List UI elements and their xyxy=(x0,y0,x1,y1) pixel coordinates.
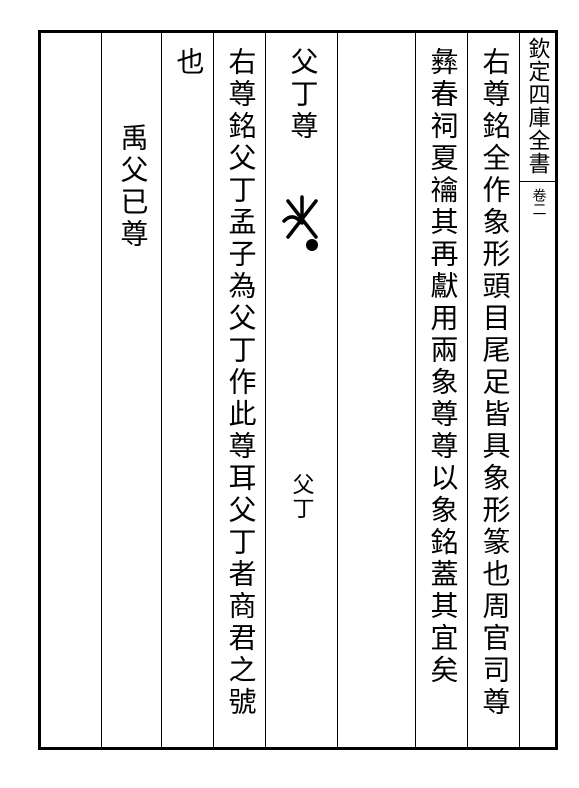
column-4-text: 右尊銘父丁孟子為父丁作此尊耳父丁者商君之號 xyxy=(226,47,254,719)
book-title: 欽定四庫全書 xyxy=(527,37,549,175)
column-3: 父丁尊 父丁 xyxy=(265,33,337,747)
volume-label: 卷二 xyxy=(531,188,545,216)
column-6-text: 禹父已尊 xyxy=(118,123,146,251)
column-1: 右尊銘全作象形頭目尾足皆具象形篆也周官司尊 xyxy=(467,33,519,747)
column-3-heading: 父丁尊 xyxy=(288,47,316,143)
column-3-label: 父丁 xyxy=(291,473,313,521)
seal-glyph xyxy=(278,193,326,262)
column-4: 右尊銘父丁孟子為父丁作此尊耳父丁者商君之號 xyxy=(213,33,265,747)
column-5-text: 也 xyxy=(174,47,202,79)
page-frame: 欽定四庫全書 卷二 右尊銘全作象形頭目尾足皆具象形篆也周官司尊 彝春祠夏禴其再獻… xyxy=(38,30,558,750)
column-2-text: 彝春祠夏禴其再獻用兩象尊尊以象銘蓋其宜矣 xyxy=(428,47,456,687)
column-3-label-wrap: 父丁 xyxy=(266,473,337,521)
column-5: 也 xyxy=(161,33,213,747)
column-1-text: 右尊銘全作象形頭目尾足皆具象形篆也周官司尊 xyxy=(480,47,508,719)
header-column: 欽定四庫全書 卷二 xyxy=(519,33,555,747)
column-2: 彝春祠夏禴其再獻用兩象尊尊以象銘蓋其宜矣 xyxy=(415,33,467,747)
column-blank-2 xyxy=(41,33,101,747)
header-divider xyxy=(520,181,555,182)
column-blank-1 xyxy=(337,33,415,747)
column-6: 禹父已尊 xyxy=(101,33,161,747)
column-3-heading-wrap: 父丁尊 xyxy=(266,47,337,143)
